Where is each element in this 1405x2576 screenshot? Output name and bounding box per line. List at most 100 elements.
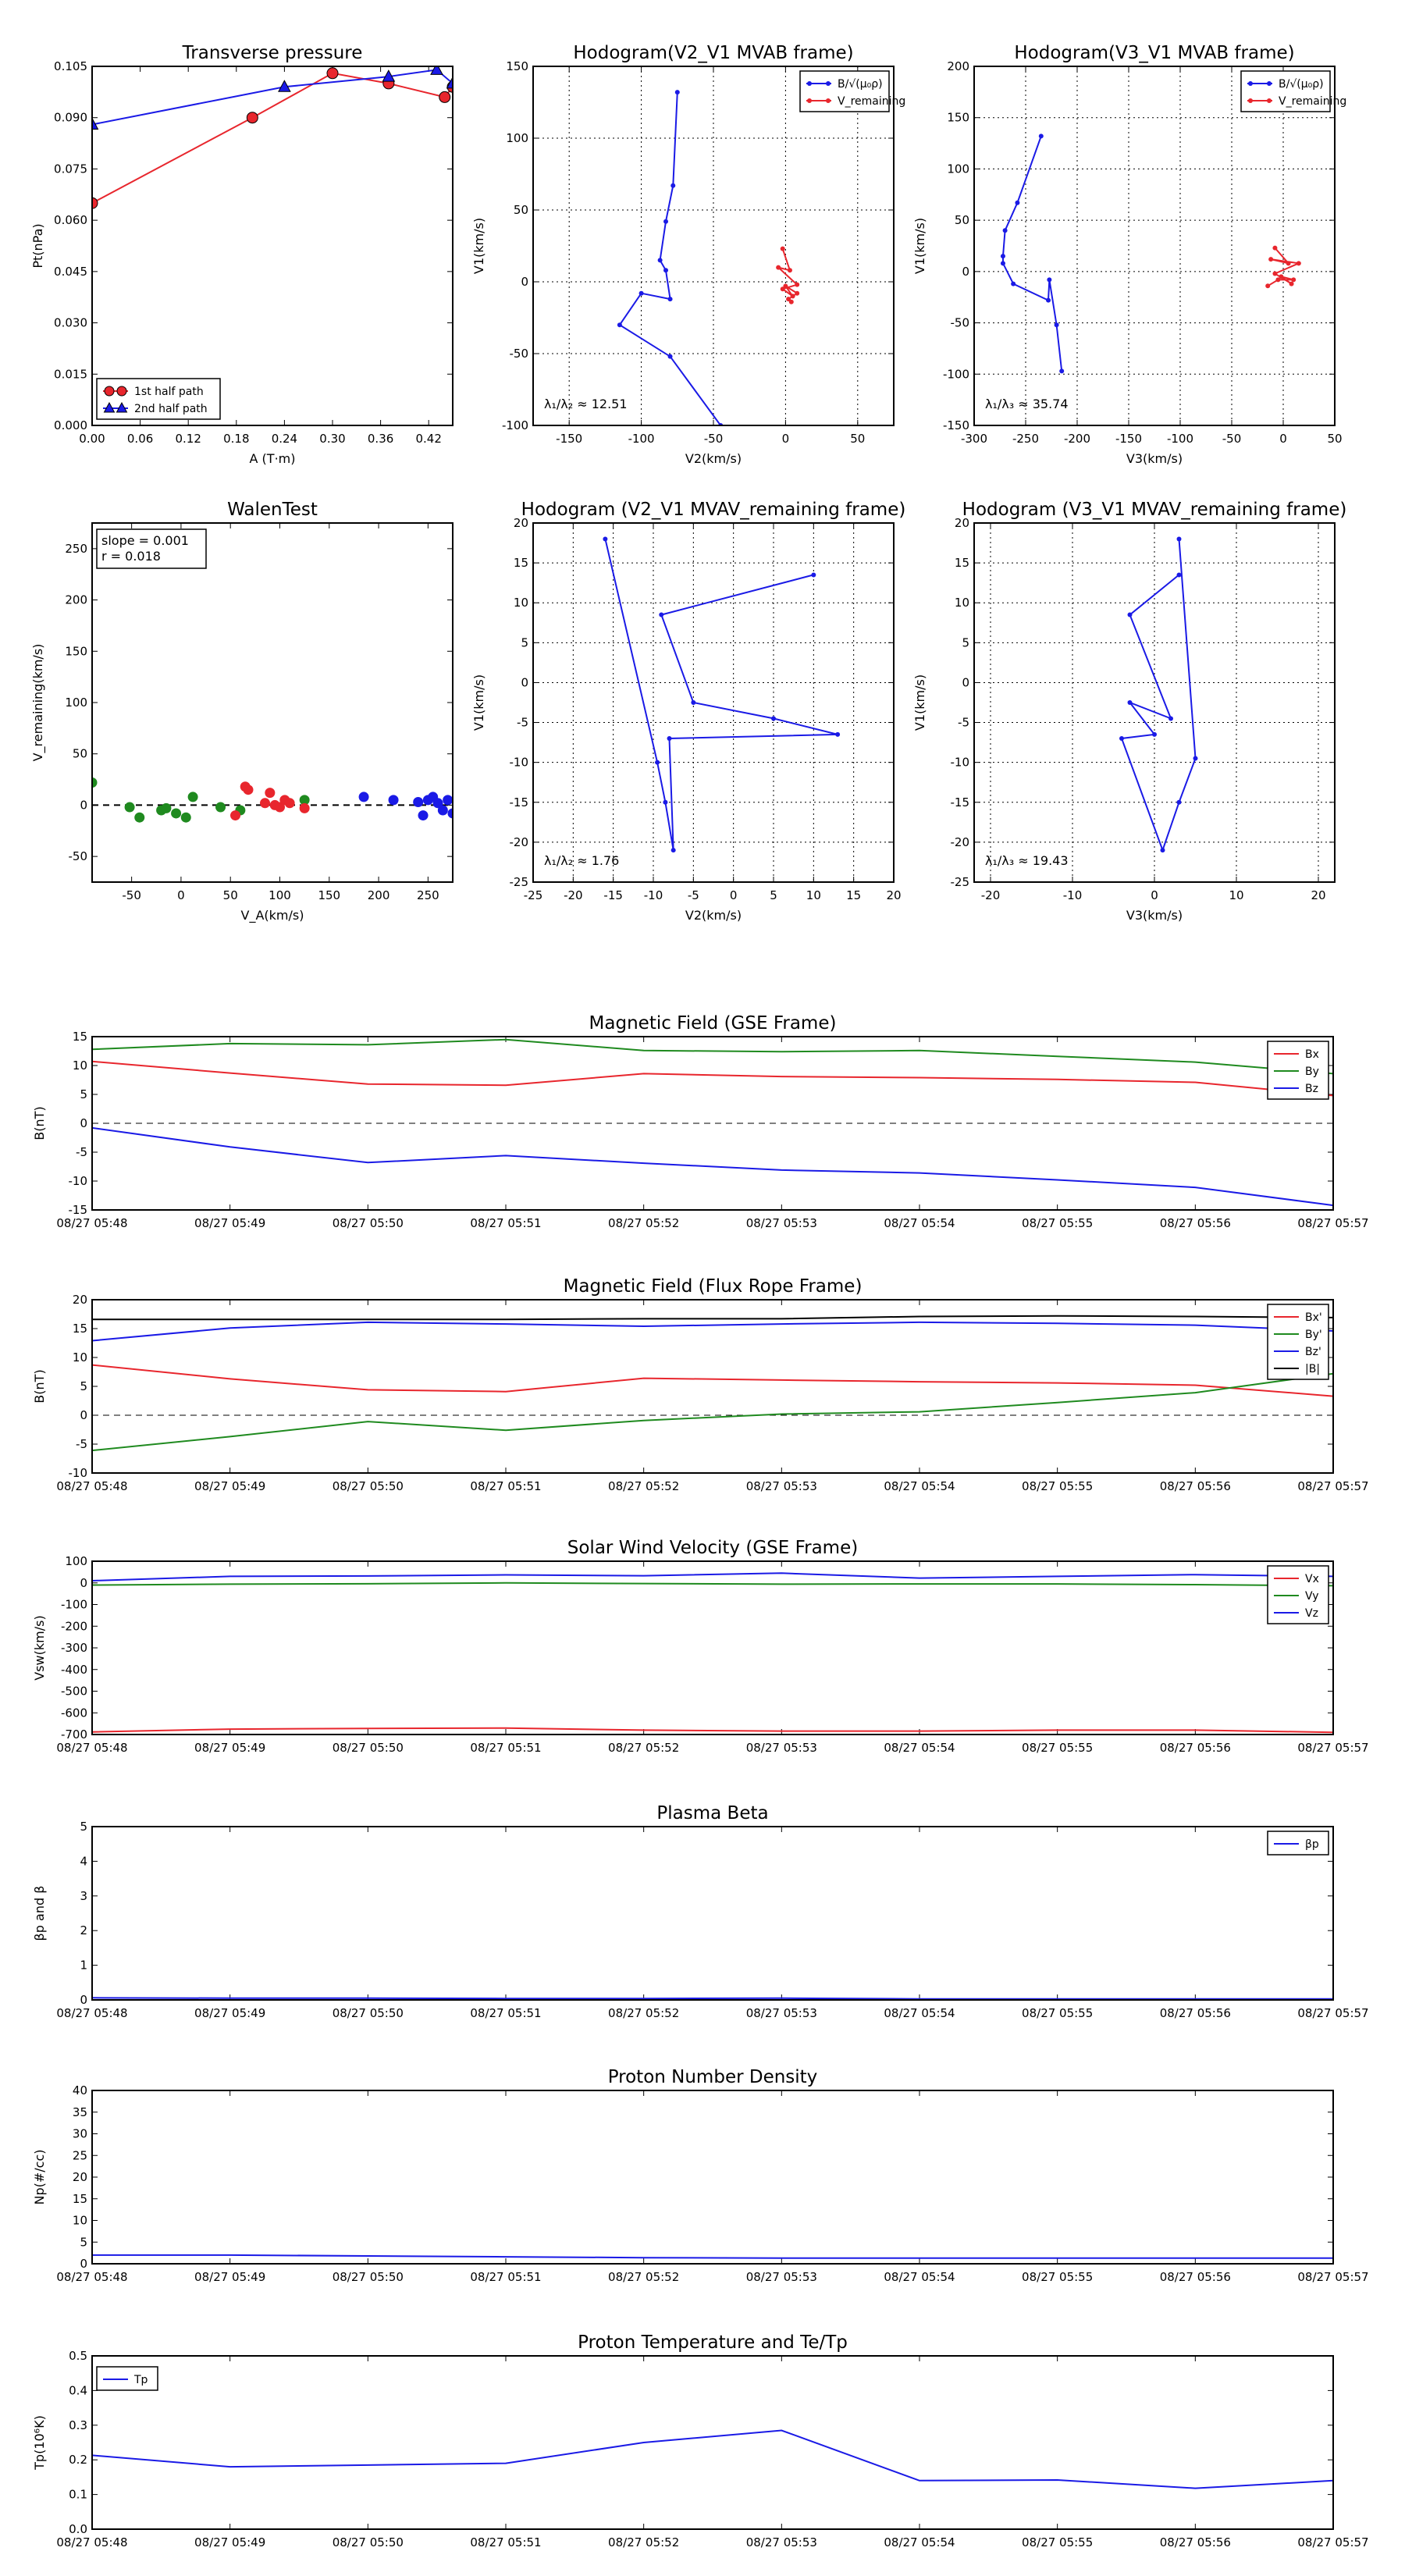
y-tick-label: 20 [73,2170,87,2184]
plot-frame [91,1299,1334,1474]
data-point [670,848,676,853]
data-point [92,197,98,209]
data-point [776,265,781,270]
x-tick-label: 08/27 05:48 [56,2006,127,2020]
data-point [1272,245,1278,251]
x-axis-label: A (T·m) [250,451,296,466]
legend-label: Vx [1305,1573,1319,1585]
data-point [1011,281,1016,286]
scatter-point [437,805,448,816]
x-tick-label: 08/27 05:49 [194,2006,265,2020]
x-tick-label: 08/27 05:53 [746,2270,817,2284]
x-tick-label: -20 [981,888,1001,902]
series-line-Vz [92,1572,1333,1582]
data-point [663,799,668,805]
data-point [430,66,443,75]
chart-vsw: Solar Wind Velocity (GSE Frame) 08/27 05:… [32,1538,1369,1755]
y-tick-label: 0.105 [54,59,87,73]
chart-title: Proton Number Density [608,2067,818,2087]
x-axis-label: V2(km/s) [685,451,742,466]
y-tick-label: -100 [502,418,528,432]
series-group [92,777,453,823]
legend-box [1240,70,1331,112]
series-line-Tp [92,2429,1333,2489]
data-point [1279,274,1284,279]
y-axis-label: B(nT) [32,1106,47,1140]
x-tick-label: 0.36 [368,432,393,446]
chart-mag_fr: Magnetic Field (Flux Rope Frame) 08/27 05… [32,1276,1369,1493]
x-tick-label: 08/27 05:55 [1022,1741,1093,1755]
series-line-2nd half path [92,69,453,126]
scatter-point [358,792,369,802]
legend-label: 2nd half path [134,403,208,415]
x-tick-label: 100 [269,888,291,902]
ratio-annotation: λ₁/λ₃ ≈ 19.43 [985,853,1069,868]
x-tick-label: 08/27 05:54 [884,1216,955,1230]
plot-frame [91,66,454,426]
x-tick-label: 08/27 05:52 [608,2270,679,2284]
legend: B/√(μ₀ρ) V_remaining [1240,70,1346,112]
legend-marker [826,98,831,103]
legend-label: Vz [1305,1607,1318,1620]
y-tick-label: 3 [80,1889,87,1903]
data-point [771,716,776,721]
data-point [603,536,608,542]
x-tick-label: 08/27 05:55 [1022,2270,1093,2284]
chart-title: Hodogram(V2_V1 MVAB frame) [573,43,853,63]
series-line-By' [92,1372,1333,1452]
x-tick-label: -150 [1115,432,1142,446]
data-point [811,572,816,578]
y-tick-label: 15 [73,2192,87,2206]
x-tick-label: 08/27 05:53 [746,1479,817,1493]
scatter-point [388,795,399,806]
data-point [835,731,841,737]
y-tick-label: 0.3 [69,2418,87,2432]
scatter-point [274,802,285,813]
data-point [326,67,339,80]
y-tick-label: 0 [962,675,969,689]
y-tick-label: -600 [61,1706,87,1720]
x-tick-label: 08/27 05:57 [1297,1741,1368,1755]
data-point [1176,572,1182,578]
legend-label: Bz' [1305,1346,1321,1358]
data-point [1268,257,1274,262]
x-tick-label: 08/27 05:57 [1297,2535,1368,2549]
series-group [92,1315,1333,1452]
y-axis-label: V1(km/s) [912,674,927,731]
y-tick-label: 20 [514,516,528,530]
y-tick-label: -10 [69,1466,88,1480]
y-tick-label: 250 [65,542,87,556]
plot-frame [532,522,895,883]
x-tick-label: 200 [368,888,390,902]
series-line-path [604,539,838,851]
y-tick-label: 0 [80,1576,87,1590]
y-tick-label: 100 [65,696,87,710]
plot-frame [91,2355,1334,2530]
x-tick-label: 08/27 05:54 [884,1479,955,1493]
series-line-V_remaining [1267,247,1302,287]
x-tick-label: 08/27 05:53 [746,2006,817,2020]
legend: Bx By Bz [1267,1041,1329,1100]
y-tick-label: -25 [510,875,529,889]
y-tick-label: 0.4 [69,2383,87,2397]
y-axis-label: βp and β [32,1886,47,1941]
legend-label: By' [1305,1329,1322,1341]
series-line-B/√(μ₀ρ) [1002,136,1063,372]
x-tick-label: 08/27 05:48 [56,2535,127,2549]
x-tick-label: -50 [704,432,724,446]
x-tick-label: 0 [730,888,738,902]
legend-marker [104,386,115,397]
series-line-path [1120,539,1197,853]
x-tick-label: 08/27 05:52 [608,1479,679,1493]
y-axis-label: Np(#/cc) [32,2150,47,2205]
y-axis-label: V1(km/s) [471,674,486,731]
data-point [783,283,788,289]
data-point [786,297,791,302]
data-point [92,117,99,130]
data-point [655,760,660,765]
data-point [382,69,396,82]
x-tick-label: 08/27 05:55 [1022,2006,1093,2020]
x-tick-label: 08/27 05:55 [1022,1479,1093,1493]
chart-np: Proton Number Density 08/27 05:48 08/27 05… [32,2067,1369,2284]
y-tick-label: 5 [962,635,969,649]
